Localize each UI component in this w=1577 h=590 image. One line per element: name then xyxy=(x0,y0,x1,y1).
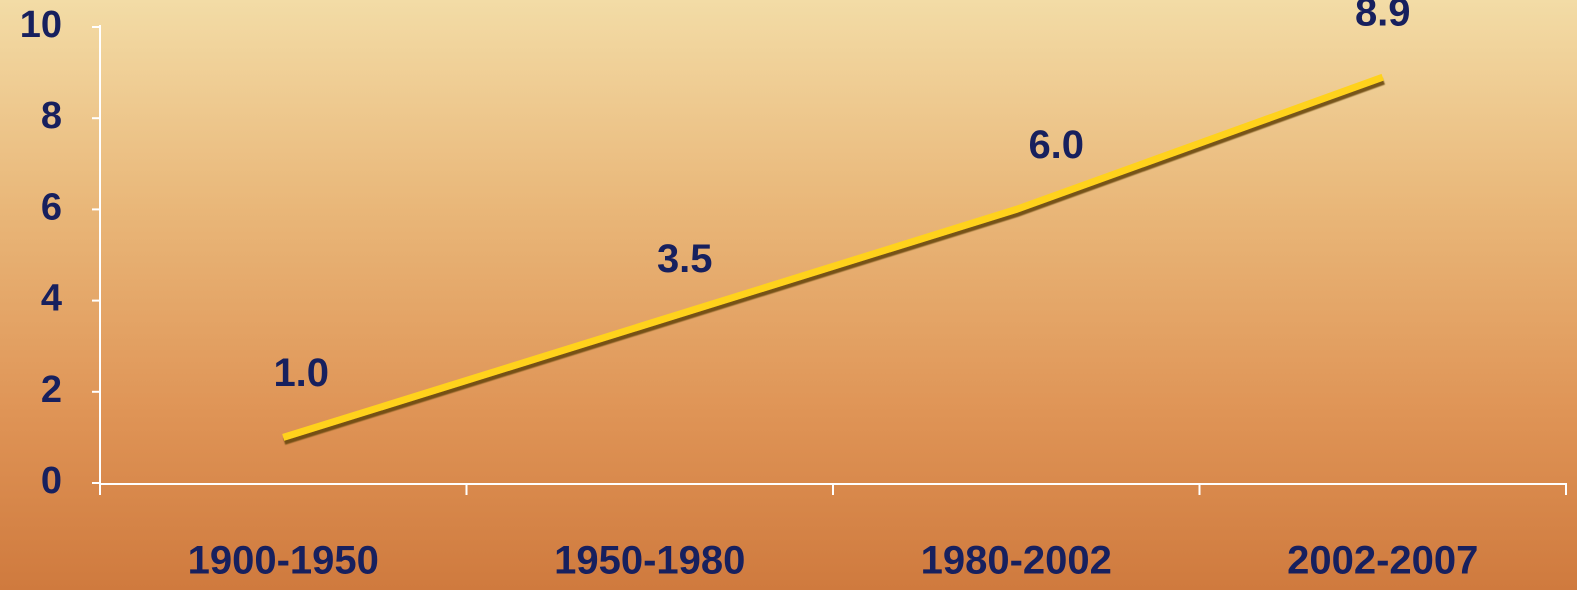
value-label: 8.9 xyxy=(1355,0,1411,35)
x-tick-label: 1900-1950 xyxy=(188,539,379,583)
y-tick-label: 8 xyxy=(41,95,62,137)
y-tick-label: 6 xyxy=(41,186,62,228)
x-tick-label: 1950-1980 xyxy=(554,539,745,583)
y-tick-label: 4 xyxy=(41,278,62,320)
y-tick-label: 10 xyxy=(20,4,62,46)
y-tick-label: 0 xyxy=(41,460,62,502)
value-label: 6.0 xyxy=(1028,123,1084,167)
line xyxy=(282,73,1384,441)
x-tick-label: 2002-2007 xyxy=(1287,539,1478,583)
value-label: 3.5 xyxy=(657,237,713,281)
value-label: 1.0 xyxy=(273,351,329,395)
x-tick-label: 1980-2002 xyxy=(921,539,1112,583)
y-tick-label: 2 xyxy=(41,369,62,411)
